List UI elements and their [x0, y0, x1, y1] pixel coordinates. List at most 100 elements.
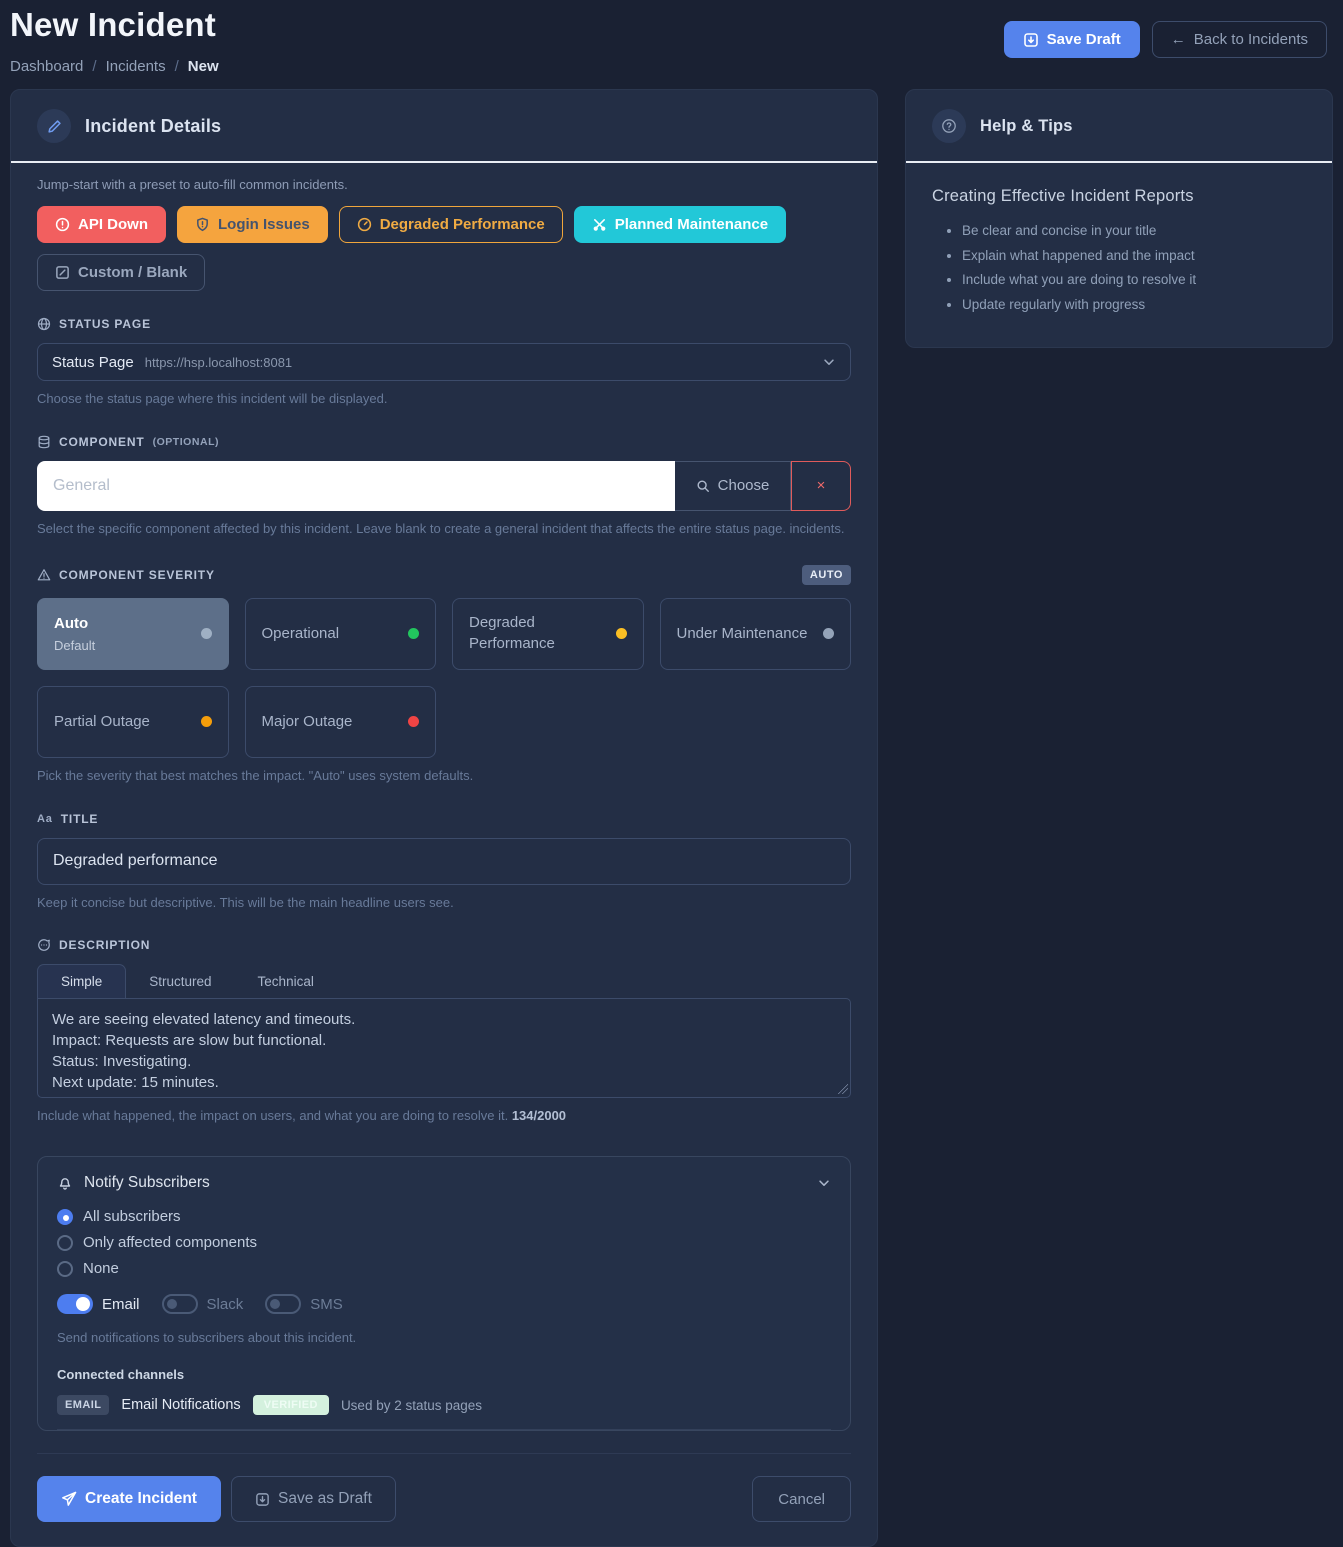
status-page-selected: Status Page — [52, 353, 134, 371]
severity-major-outage[interactable]: Major Outage — [244, 685, 436, 758]
component-help: Select the specific component affected b… — [37, 520, 845, 536]
channel-usage: Used by 2 status pages — [340, 1397, 483, 1413]
severity-partial-outage[interactable]: Partial Outage — [37, 685, 229, 758]
cancel-button[interactable]: Cancel — [752, 1476, 851, 1523]
severity-dot — [200, 716, 212, 728]
severity-label: COMPONENT SEVERITY — [59, 567, 215, 582]
back-label: Back to Incidents — [1193, 31, 1308, 48]
component-choose-button[interactable]: Choose — [675, 460, 791, 511]
preset-planned-maintenance[interactable]: Planned Maintenance — [573, 206, 787, 243]
radio-only-affected-components[interactable]: Only affected components — [57, 1234, 831, 1251]
severity-under-maintenance[interactable]: Under Maintenance — [659, 597, 851, 670]
radio-icon — [57, 1234, 73, 1251]
breadcrumb-new: New — [187, 58, 219, 75]
save-draft-label: Save Draft — [1046, 31, 1121, 48]
chevron-down-icon[interactable] — [817, 1176, 831, 1190]
title-input[interactable] — [37, 837, 851, 885]
severity-section: COMPONENT SEVERITY AUTO Auto Default — [37, 564, 851, 786]
severity-name: Operational — [261, 624, 340, 642]
notify-header[interactable]: Notify Subscribers — [57, 1174, 831, 1192]
preset-label: Planned Maintenance — [614, 216, 769, 233]
chevron-down-icon — [822, 355, 836, 369]
description-section: DESCRIPTION Simple Structured Technical … — [37, 938, 851, 1126]
severity-name: Auto — [54, 615, 89, 633]
page-title: New Incident — [10, 6, 216, 43]
preset-degraded-performance[interactable]: Degraded Performance — [338, 206, 563, 243]
connected-channel-row: EMAIL Email Notifications VERIFIED Used … — [57, 1382, 831, 1431]
card-title: Incident Details — [85, 115, 222, 136]
toggle-label: Slack — [206, 1295, 244, 1313]
breadcrumb-incidents[interactable]: Incidents — [105, 58, 166, 75]
toggle-label: SMS — [310, 1295, 343, 1313]
severity-name: Partial Outage — [54, 712, 150, 730]
database-icon — [37, 435, 51, 449]
tab-technical[interactable]: Technical — [235, 964, 337, 998]
back-to-incidents-button[interactable]: ← Back to Incidents — [1151, 21, 1327, 58]
tab-structured[interactable]: Structured — [126, 964, 234, 998]
save-as-draft-label: Save as Draft — [277, 1490, 372, 1508]
status-page-select[interactable]: Status Page https://hsp.localhost:8081 — [37, 343, 851, 381]
preset-custom-blank[interactable]: Custom / Blank — [37, 254, 206, 291]
preset-login-issues[interactable]: Login Issues — [177, 206, 328, 243]
page-header: New Incident Dashboard / Incidents / New… — [10, 0, 1333, 89]
component-section: COMPONENT (OPTIONAL) — [37, 435, 851, 539]
preset-api-down[interactable]: API Down — [37, 206, 166, 243]
status-page-section: STATUS PAGE Status Page https://hsp.loca… — [37, 317, 851, 409]
severity-options: Auto Default Operational Degraded Perfo — [37, 597, 851, 758]
toggle-slack[interactable]: Slack — [161, 1294, 244, 1315]
arrow-left-icon: ← — [1170, 31, 1186, 48]
shield-alert-icon — [195, 217, 210, 232]
severity-name: Degraded Performance — [469, 614, 555, 652]
radio-label: All subscribers — [83, 1208, 181, 1226]
severity-dot — [615, 628, 627, 640]
save-icon — [255, 1492, 270, 1507]
description-label: DESCRIPTION — [59, 938, 151, 953]
edit-square-icon — [55, 265, 70, 280]
toggle-on-icon — [57, 1294, 93, 1315]
preset-label: Login Issues — [218, 216, 310, 233]
preset-hint: Jump-start with a preset to auto-fill co… — [37, 177, 348, 192]
save-draft-button[interactable]: Save Draft — [1003, 21, 1140, 58]
status-page-label: STATUS PAGE — [59, 317, 151, 331]
breadcrumb-separator: / — [92, 58, 97, 75]
preset-label: Degraded Performance — [379, 216, 545, 233]
radio-all-subscribers[interactable]: All subscribers — [57, 1208, 831, 1225]
description-help: Include what happened, the impact on use… — [37, 1107, 851, 1126]
severity-operational[interactable]: Operational — [244, 597, 436, 670]
tools-icon — [592, 217, 607, 232]
severity-auto[interactable]: Auto Default — [37, 597, 229, 670]
severity-name: Major Outage — [261, 712, 353, 730]
breadcrumb: Dashboard / Incidents / New — [10, 58, 1333, 75]
severity-dot — [408, 716, 419, 728]
severity-dot — [200, 628, 212, 640]
component-input-group: Choose × — [37, 460, 851, 511]
tab-simple[interactable]: Simple — [37, 964, 127, 999]
breadcrumb-separator: / — [174, 58, 179, 75]
breadcrumb-dashboard[interactable]: Dashboard — [10, 58, 84, 75]
severity-degraded-performance[interactable]: Degraded Performance — [452, 597, 644, 670]
toggle-sms[interactable]: SMS — [265, 1294, 343, 1315]
resize-handle[interactable] — [838, 1084, 848, 1095]
radio-label: Only affected components — [83, 1234, 257, 1252]
radio-none[interactable]: None — [57, 1260, 831, 1277]
globe-icon — [37, 317, 51, 331]
preset-label: Custom / Blank — [78, 264, 188, 281]
connected-channels-label: Connected channels — [57, 1367, 185, 1383]
text-icon: Aa — [37, 812, 53, 825]
save-as-draft-button[interactable]: Save as Draft — [230, 1476, 396, 1523]
severity-help: Pick the severity that best matches the … — [37, 767, 474, 783]
description-textarea[interactable]: We are seeing elevated latency and timeo… — [37, 998, 851, 1099]
help-tips-card: Help & Tips Creating Effective Incident … — [905, 89, 1333, 349]
form-footer: Create Incident Save as Draft Cancel — [37, 1453, 851, 1523]
save-icon — [1023, 32, 1039, 48]
severity-sub: Default — [54, 638, 96, 654]
component-clear-button[interactable]: × — [791, 460, 851, 511]
severity-name: Under Maintenance — [676, 624, 808, 642]
toggle-email[interactable]: Email — [57, 1294, 140, 1315]
create-incident-label: Create Incident — [85, 1490, 197, 1508]
create-incident-button[interactable]: Create Incident — [37, 1476, 221, 1523]
question-icon — [932, 109, 966, 143]
component-input[interactable] — [37, 460, 675, 511]
bell-icon — [57, 1175, 73, 1191]
